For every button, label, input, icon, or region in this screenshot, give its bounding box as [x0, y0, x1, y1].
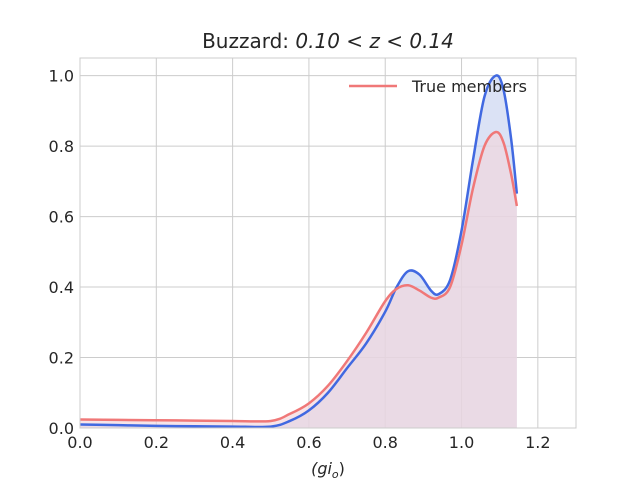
x-tick-label: 0.6	[296, 433, 321, 452]
series-lines	[79, 74, 519, 429]
series-line-0	[79, 74, 519, 429]
tick-labels: 0.0 0.2 0.4 0.6 0.8 1.0 1.2 0.0 0.2 0.4 0.6 0.8 1.0	[49, 67, 551, 452]
area-fills	[80, 75, 517, 429]
x-tick-label: 0.4	[220, 433, 245, 452]
y-tick-label: 1.0	[49, 67, 74, 86]
y-tick-label: 0.2	[49, 349, 74, 368]
series-line-1	[79, 130, 519, 423]
y-tick-label: 0.8	[49, 137, 74, 156]
chart-title: Buzzard: 0.10 < z < 0.14	[202, 29, 454, 53]
x-tick-label: 0.0	[67, 433, 92, 452]
y-tick-label: 0.0	[49, 419, 74, 438]
plot-frame	[79, 57, 577, 429]
y-tick-label: 0.4	[49, 278, 74, 297]
legend: True members	[349, 77, 527, 96]
x-tick-label: 1.0	[449, 433, 474, 452]
x-axis-label: (gio)	[311, 459, 345, 480]
x-tick-label: 1.2	[525, 433, 550, 452]
y-tick-label: 0.6	[49, 208, 74, 227]
x-tick-label: 0.8	[373, 433, 398, 452]
x-tick-label: 0.2	[144, 433, 169, 452]
series-area-1	[80, 131, 517, 428]
legend-label: True members	[411, 77, 527, 96]
